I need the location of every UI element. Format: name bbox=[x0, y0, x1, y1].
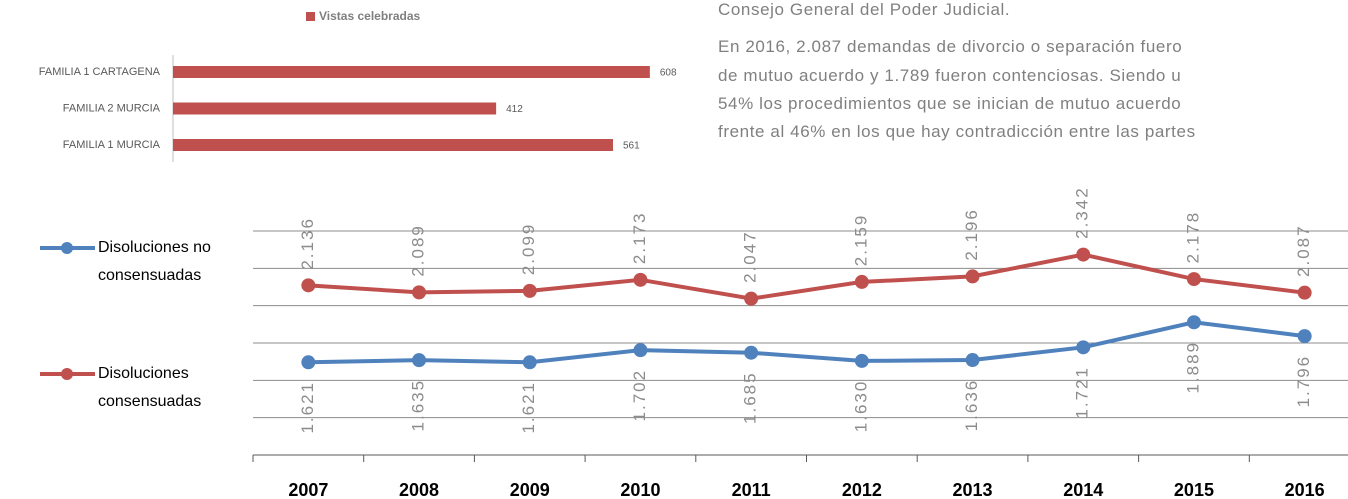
data-label: 1.630 bbox=[851, 380, 870, 433]
paragraph-line: En 2016, 2.087 demandas de divorcio o se… bbox=[718, 37, 1183, 56]
data-point bbox=[633, 343, 648, 358]
x-tick-label: 2010 bbox=[620, 480, 660, 499]
data-point bbox=[854, 274, 869, 289]
data-label: 1.621 bbox=[298, 381, 317, 434]
category-label: FAMILIA 1 MURCIA bbox=[63, 139, 161, 151]
data-label: 1.889 bbox=[1183, 341, 1202, 394]
data-point bbox=[965, 353, 980, 368]
legend-label: Vistas celebradas bbox=[319, 9, 421, 23]
x-tick-label: 2011 bbox=[732, 480, 771, 499]
data-label: 2.178 bbox=[1183, 211, 1202, 264]
data-point bbox=[744, 345, 759, 360]
x-tick-label: 2016 bbox=[1285, 480, 1325, 499]
legend-label: Disoluciones no consensuadas bbox=[98, 239, 211, 284]
data-label: 2.047 bbox=[741, 230, 760, 283]
value-label: 412 bbox=[506, 104, 523, 115]
data-point bbox=[965, 269, 980, 284]
data-point bbox=[633, 272, 648, 287]
data-label: 2.196 bbox=[962, 208, 981, 261]
data-label: 2.159 bbox=[851, 214, 870, 267]
category-label: FAMILIA 1 CARTAGENA bbox=[39, 66, 161, 78]
data-label: 1.636 bbox=[962, 379, 981, 432]
paragraph-line: frente al 46% en los que hay contradicci… bbox=[718, 122, 1196, 141]
paragraph-line: de mutuo acuerdo y 1.789 fueron contenci… bbox=[718, 66, 1182, 85]
data-point bbox=[1186, 315, 1201, 330]
value-label: 561 bbox=[623, 141, 640, 152]
data-label: 2.136 bbox=[298, 217, 317, 270]
legend-swatch bbox=[306, 12, 315, 21]
data-label: 2.087 bbox=[1294, 224, 1313, 277]
data-point bbox=[1297, 285, 1312, 300]
series-line bbox=[308, 320, 1305, 365]
x-tick-label: 2009 bbox=[510, 480, 550, 499]
data-point bbox=[854, 353, 869, 368]
data-point bbox=[412, 353, 427, 368]
paragraph-line: 54% los procedimientos que se inician de… bbox=[718, 94, 1182, 113]
bar bbox=[173, 139, 613, 151]
x-tick-label: 2012 bbox=[842, 480, 882, 499]
data-label: 2.342 bbox=[1073, 186, 1092, 239]
data-label: 1.635 bbox=[409, 379, 428, 432]
category-label: FAMILIA 2 MURCIA bbox=[63, 102, 161, 114]
data-label: 1.721 bbox=[1073, 366, 1092, 419]
legend-marker bbox=[61, 368, 73, 380]
x-tick-label: 2014 bbox=[1063, 480, 1103, 499]
data-label: 1.685 bbox=[741, 371, 760, 424]
data-label: 2.099 bbox=[519, 223, 538, 276]
paragraph-line: Consejo General del Poder Judicial. bbox=[718, 0, 1011, 19]
data-label: 1.796 bbox=[1294, 355, 1313, 408]
x-tick-label: 2013 bbox=[953, 480, 993, 499]
data-point bbox=[1076, 247, 1091, 262]
x-tick-label: 2015 bbox=[1174, 480, 1214, 499]
data-point bbox=[1186, 272, 1201, 287]
bar bbox=[173, 102, 497, 115]
data-point bbox=[522, 355, 537, 370]
x-tick-label: 2007 bbox=[288, 480, 328, 499]
bar bbox=[173, 66, 650, 78]
data-point bbox=[301, 355, 316, 370]
series-line bbox=[308, 252, 1305, 301]
data-point bbox=[412, 285, 427, 300]
data-point bbox=[301, 278, 316, 293]
data-label: 1.702 bbox=[630, 369, 649, 422]
legend-label: Disoluciones consensuadas bbox=[98, 365, 202, 410]
data-point bbox=[522, 283, 537, 298]
value-label: 608 bbox=[660, 68, 677, 79]
data-label: 2.089 bbox=[409, 224, 428, 277]
data-point bbox=[1076, 340, 1091, 355]
data-label: 1.621 bbox=[519, 381, 538, 434]
data-point bbox=[1297, 329, 1312, 344]
data-point bbox=[744, 291, 759, 306]
data-label: 2.173 bbox=[630, 212, 649, 265]
legend-marker bbox=[61, 242, 73, 254]
x-tick-label: 2008 bbox=[399, 480, 439, 499]
